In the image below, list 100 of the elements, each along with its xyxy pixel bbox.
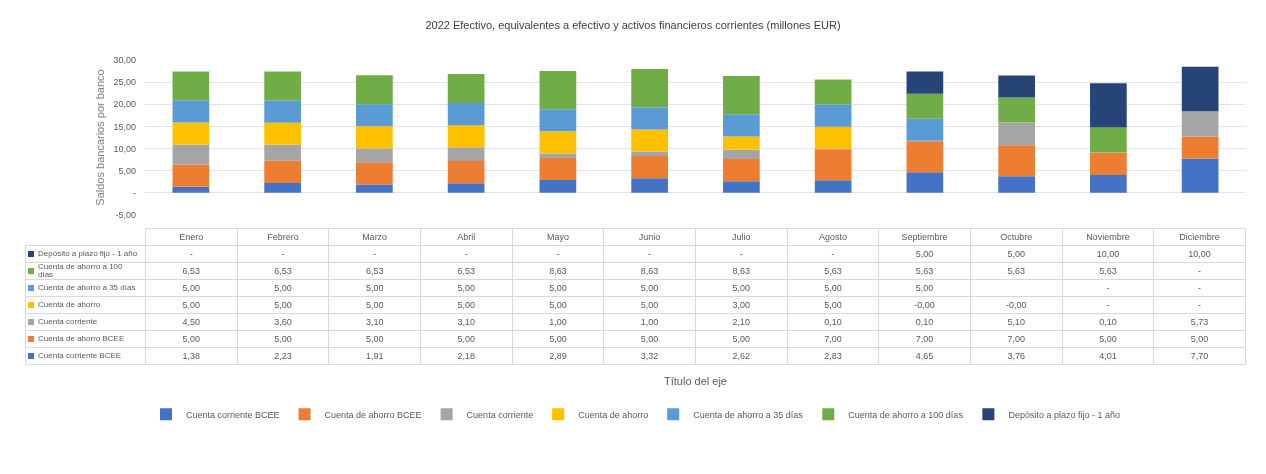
data-label: 5,00 — [420, 296, 513, 314]
data-label: 4,50 — [145, 313, 238, 331]
bar — [998, 122, 1035, 146]
bar — [356, 126, 393, 149]
data-label: - — [695, 245, 788, 263]
legend-label: Depósito a plazo fijo - 1 año — [1008, 409, 1120, 420]
text: Cuenta de ahorro a 100 días — [848, 409, 963, 420]
bar — [356, 148, 393, 163]
chart-title: 2022 Efectivo, equivalentes a efectivo y activos financieros corrientes (millones EUR) — [425, 19, 841, 32]
data-label: 3,32 — [603, 347, 696, 365]
text: Cuenta corriente — [466, 409, 534, 420]
x-tick-label: Agosto — [787, 228, 879, 246]
data-label: 3,10 — [420, 313, 513, 331]
bar — [723, 136, 760, 150]
data-label: 7,00 — [970, 330, 1063, 348]
y-tick-label: 25,00 — [113, 77, 136, 88]
bar — [264, 122, 301, 145]
data-label: 4,65 — [878, 347, 971, 365]
data-label: - — [603, 245, 696, 263]
data-label: 5,00 — [145, 279, 238, 297]
bar — [906, 118, 944, 141]
data-label: 5,00 — [695, 330, 788, 348]
data-label: -0,00 — [878, 296, 971, 314]
data-label: 6,53 — [145, 262, 238, 280]
data-label: 6,53 — [420, 262, 513, 280]
bar — [356, 104, 393, 127]
bar — [723, 76, 760, 115]
bar — [172, 71, 210, 101]
data-label: 5,00 — [328, 279, 421, 297]
data-label: 5,00 — [787, 296, 879, 314]
bar — [814, 149, 852, 181]
bar — [356, 75, 393, 105]
bar — [539, 109, 577, 132]
data-label: 7,00 — [878, 330, 971, 348]
bar — [264, 160, 301, 183]
bar — [539, 180, 577, 193]
bar — [172, 100, 210, 123]
y-tick-label: - — [133, 188, 136, 199]
legend-label: Cuenta corriente — [38, 316, 99, 326]
data-label: -0,00 — [970, 296, 1063, 314]
bar — [998, 145, 1035, 177]
x-tick-label: Octubre — [970, 228, 1063, 246]
bar — [814, 126, 852, 149]
bar — [723, 149, 760, 160]
text: Depósito a plazo fijo - 1 año — [38, 248, 138, 258]
bar — [1181, 66, 1219, 112]
bar — [814, 180, 852, 193]
bar — [631, 129, 668, 152]
bar — [447, 74, 485, 103]
y-axis-title: Saldos bancarios por banco — [94, 69, 107, 206]
data-label: 5,00 — [237, 279, 329, 297]
bar — [539, 70, 577, 110]
data-label: 2,10 — [695, 313, 788, 331]
data-label: 5,00 — [145, 330, 238, 348]
bar — [1090, 152, 1127, 176]
bar — [447, 161, 485, 184]
data-label: 5,00 — [237, 330, 329, 348]
bar — [723, 181, 760, 193]
data-label: - — [237, 245, 329, 263]
bar — [906, 71, 944, 94]
bar — [723, 159, 760, 182]
data-label: 5,00 — [603, 330, 696, 348]
bar — [264, 100, 301, 123]
bar — [539, 153, 577, 158]
bar — [539, 131, 577, 154]
data-label: 5,00 — [512, 330, 604, 348]
bar — [631, 107, 668, 130]
data-label: 0,10 — [787, 313, 879, 331]
data-label: 5,00 — [420, 279, 513, 297]
text: Cuenta de ahorro BCEE — [324, 409, 422, 420]
data-label: - — [1153, 262, 1246, 280]
legend-label: Cuenta de ahorro a 35 días — [38, 282, 137, 292]
y-tick-label: 30,00 — [113, 55, 136, 66]
bar — [814, 104, 852, 127]
data-label: - — [1062, 296, 1154, 314]
data-label: 2,62 — [695, 347, 788, 365]
data-label: 5,63 — [787, 262, 879, 280]
data-label: 8,63 — [603, 262, 696, 280]
y-tick-label: 15,00 — [113, 121, 136, 132]
x-tick-label: Febrero — [237, 228, 329, 246]
data-label: 3,00 — [695, 296, 788, 314]
data-label: 5,10 — [970, 313, 1063, 331]
bar — [906, 141, 944, 173]
data-label: - — [145, 245, 238, 263]
data-label: 5,00 — [420, 330, 513, 348]
data-label: 8,63 — [512, 262, 604, 280]
bar — [447, 147, 485, 162]
bar — [264, 71, 301, 101]
bar — [264, 182, 301, 193]
x-tick-label: Julio — [695, 228, 788, 246]
data-label: 10,00 — [1062, 245, 1154, 263]
bar — [356, 184, 393, 193]
x-tick-label: Marzo — [328, 228, 421, 246]
data-label: 5,63 — [970, 262, 1063, 280]
data-label: 10,00 — [1153, 245, 1246, 263]
bar — [1181, 158, 1219, 193]
bar — [1090, 127, 1127, 153]
bar — [998, 176, 1035, 193]
bar — [1090, 175, 1127, 193]
data-label: 5,00 — [512, 296, 604, 314]
